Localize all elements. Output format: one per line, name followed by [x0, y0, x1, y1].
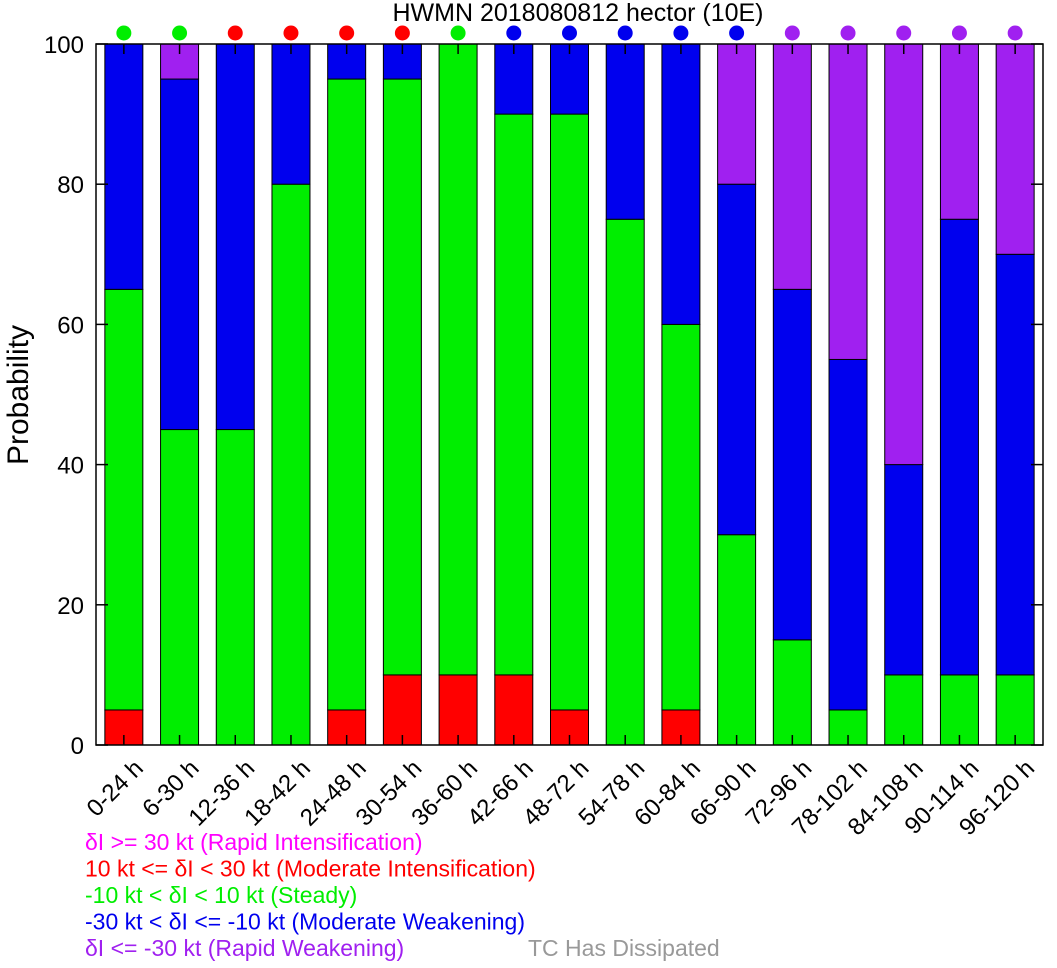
- top-marker-7: [506, 25, 522, 41]
- bar-moderate-weakening-12: [772, 288, 812, 641]
- bar-steady-16: [995, 674, 1035, 746]
- top-marker-1: [172, 25, 188, 41]
- top-marker-row: [116, 25, 1023, 41]
- x-tick-label: 0-24 h: [82, 755, 149, 822]
- bar-moderate-weakening-1: [160, 78, 200, 431]
- bar-steady-9: [605, 218, 645, 746]
- legend-entry-2: -10 kt < δI < 10 kt (Steady): [85, 882, 357, 908]
- bar-moderate-weakening-2: [215, 43, 255, 431]
- top-marker-6: [450, 25, 466, 41]
- bar-steady-1: [160, 429, 200, 746]
- top-marker-15: [951, 25, 967, 41]
- bar-moderate-intensification-6: [438, 674, 478, 746]
- bar-moderate-weakening-0: [104, 43, 144, 290]
- bar-rapid-weakening-11: [717, 43, 757, 185]
- top-marker-14: [896, 25, 912, 41]
- bar-moderate-weakening-5: [382, 43, 422, 80]
- bar-moderate-weakening-3: [271, 43, 311, 185]
- bar-moderate-weakening-13: [828, 358, 868, 711]
- y-tick-label: 80: [57, 172, 84, 199]
- y-tick-label: 0: [71, 733, 84, 760]
- bar-rapid-weakening-12: [772, 43, 812, 290]
- bar-steady-12: [772, 639, 812, 746]
- top-marker-9: [617, 25, 633, 41]
- top-marker-3: [283, 25, 299, 41]
- bar-moderate-weakening-11: [717, 183, 757, 536]
- chart-title: HWMN 2018080812 hector (10E): [392, 0, 763, 27]
- bar-steady-6: [438, 43, 478, 676]
- top-marker-10: [673, 25, 689, 41]
- top-marker-12: [784, 25, 800, 41]
- bar-moderate-weakening-9: [605, 43, 645, 220]
- top-marker-13: [840, 25, 856, 41]
- top-marker-0: [116, 25, 132, 41]
- bar-moderate-intensification-7: [494, 674, 534, 746]
- dissipated-label: TC Has Dissipated: [528, 935, 720, 961]
- top-marker-11: [729, 25, 745, 41]
- y-tick-label: 20: [57, 593, 84, 620]
- legend-entry-1: 10 kt <= δI < 30 kt (Moderate Intensific…: [85, 856, 536, 882]
- bar-moderate-weakening-4: [327, 43, 367, 80]
- bar-steady-8: [550, 113, 589, 711]
- bar-steady-7: [494, 113, 534, 676]
- bar-steady-11: [717, 534, 757, 746]
- bar-steady-0: [104, 288, 144, 711]
- bar-rapid-weakening-15: [939, 43, 979, 220]
- top-marker-2: [227, 25, 243, 41]
- bar-steady-15: [939, 674, 979, 746]
- bar-rapid-weakening-16: [995, 43, 1035, 255]
- bar-steady-14: [884, 674, 924, 746]
- bar-moderate-weakening-10: [661, 43, 701, 325]
- y-axis-ticks: 0 20 40 60 80 100: [44, 32, 1043, 760]
- bar-moderate-intensification-5: [382, 674, 422, 746]
- bar-rapid-weakening-14: [884, 43, 924, 466]
- top-marker-8: [562, 25, 577, 41]
- legend: δI >= 30 kt (Rapid Intensification)10 kt…: [85, 829, 720, 961]
- bar-moderate-weakening-7: [494, 43, 534, 115]
- y-tick-label: 60: [57, 312, 84, 339]
- bar-steady-2: [215, 429, 255, 746]
- y-tick-label: 100: [44, 32, 84, 59]
- legend-entry-3: -30 kt < δI <= -10 kt (Moderate Weakenin…: [85, 909, 525, 935]
- top-marker-16: [1007, 25, 1023, 41]
- bar-moderate-weakening-16: [995, 253, 1035, 676]
- bar-steady-3: [271, 183, 311, 746]
- bar-moderate-weakening-8: [550, 43, 589, 115]
- stacked-bars: [104, 43, 1035, 746]
- top-marker-5: [394, 25, 410, 41]
- y-axis-label: Probability: [2, 325, 35, 465]
- bar-steady-10: [661, 323, 701, 711]
- bar-moderate-weakening-15: [939, 218, 979, 676]
- bar-rapid-weakening-13: [828, 43, 868, 360]
- bar-steady-4: [327, 78, 367, 711]
- legend-entry-0: δI >= 30 kt (Rapid Intensification): [85, 829, 423, 855]
- y-tick-label: 40: [57, 453, 84, 480]
- top-marker-4: [339, 25, 355, 41]
- bar-steady-5: [382, 78, 422, 676]
- bar-moderate-weakening-14: [884, 464, 924, 676]
- legend-entry-4: δI <= -30 kt (Rapid Weakening): [85, 935, 404, 961]
